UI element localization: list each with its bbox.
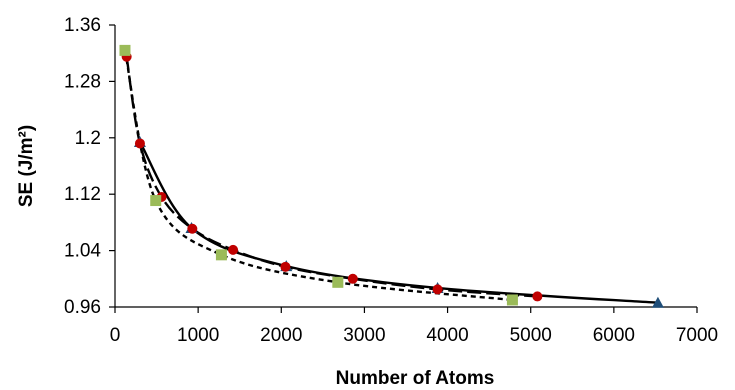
- x-tick-label: 6000: [593, 325, 635, 346]
- data-point-square: [215, 249, 227, 261]
- data-point-circle: [228, 244, 239, 255]
- axes: [109, 24, 698, 313]
- data-point-square: [119, 44, 131, 56]
- x-tick-label: 2000: [260, 325, 302, 346]
- data-point-circle: [432, 284, 443, 295]
- data-point-triangle: [651, 296, 664, 308]
- tick-labels: 0.96 1.04 1.12 1.2 1.28 1.36 0 1000 2000 3000 4000…: [64, 15, 718, 346]
- y-tick-label: 1.28: [64, 71, 101, 92]
- x-tick-label: 3000: [343, 325, 385, 346]
- x-axis-title: Number of Atoms: [336, 368, 495, 389]
- data-point-square: [506, 294, 518, 306]
- data-point-circle: [347, 273, 358, 284]
- y-tick-label: 1.2: [75, 128, 101, 149]
- y-tick-label: 0.96: [64, 297, 101, 318]
- series-layer: [119, 44, 664, 308]
- x-tick-label: 5000: [510, 325, 552, 346]
- series-line-1: [138, 141, 659, 304]
- series-line-3: [123, 50, 513, 302]
- data-point-circle: [134, 138, 145, 149]
- data-point-circle: [280, 261, 291, 272]
- y-axis-title: SE (J/m²): [16, 125, 37, 207]
- data-point-circle: [532, 291, 543, 302]
- x-tick-label: 7000: [676, 325, 718, 346]
- series-line-2: [125, 56, 538, 298]
- data-point-square: [332, 276, 344, 288]
- data-point-square: [150, 195, 162, 207]
- x-tick-label: 1000: [177, 325, 219, 346]
- y-tick-label: 1.12: [64, 184, 101, 205]
- y-tick-label: 1.04: [64, 241, 101, 262]
- y-tick-label: 1.36: [64, 15, 101, 36]
- data-point-circle: [187, 223, 198, 234]
- x-tick-label: 4000: [426, 325, 468, 346]
- x-tick-label: 0: [110, 325, 121, 346]
